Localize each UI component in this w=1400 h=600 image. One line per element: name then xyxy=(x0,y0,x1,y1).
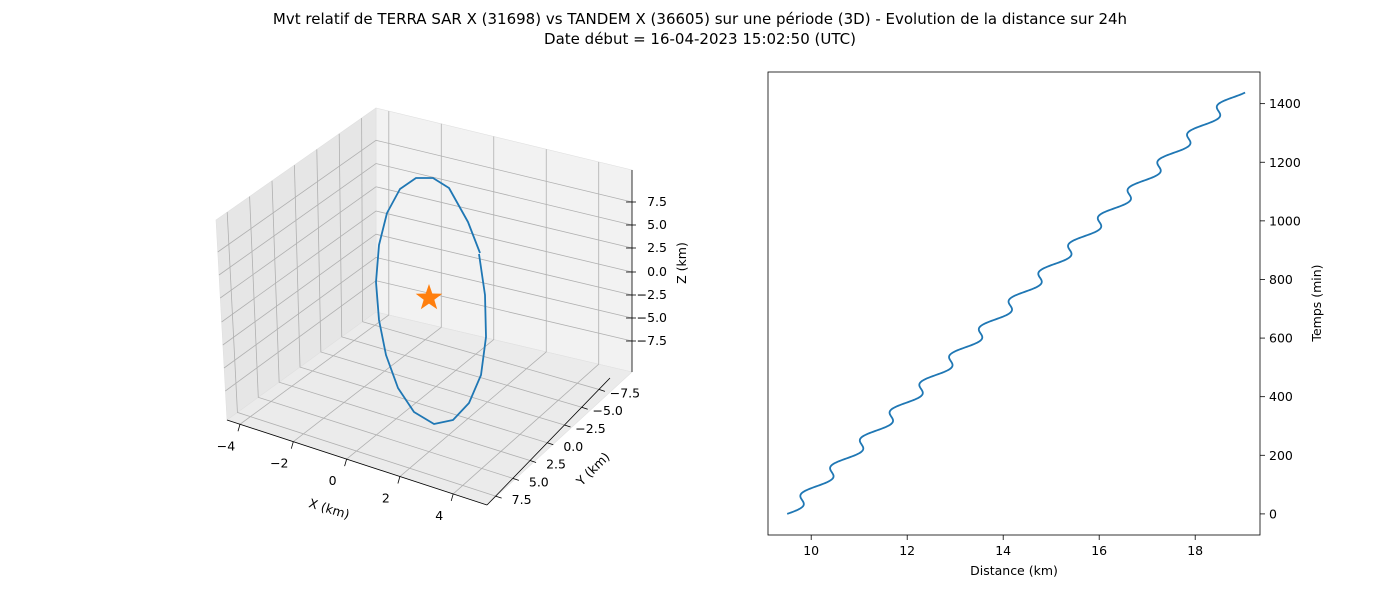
y-gridline xyxy=(294,165,548,444)
x-gridline xyxy=(452,161,600,495)
y-axis-label: Y (km) xyxy=(572,449,612,489)
y-tick-label-2d: 1000 xyxy=(1269,213,1301,228)
x-tick-label-2d: 14 xyxy=(995,543,1011,558)
plot-2d-frame xyxy=(767,71,1261,536)
y-tick-label: 0.0 xyxy=(563,439,583,454)
orbit-line xyxy=(375,177,487,425)
y-tick xyxy=(547,442,554,446)
x-gridline xyxy=(346,136,495,460)
y-tick-label-2d: 200 xyxy=(1269,448,1293,463)
y-tick-label-2d: 800 xyxy=(1269,272,1293,287)
z-gridline xyxy=(217,139,633,253)
z-tick-label: −5.0 xyxy=(637,310,667,325)
ticks-2d: 10 12 14 16 18 0 200 400 600 800 1000 1200 1400 xyxy=(803,96,1301,558)
z-tick-label: −7.5 xyxy=(637,333,667,348)
x-tick-label: 4 xyxy=(435,508,443,523)
x-tick xyxy=(237,424,241,432)
x-tick xyxy=(397,476,401,484)
chart-subtitle: Date début = 16-04-2023 15:02:50 (UTC) xyxy=(544,30,856,48)
z-tick-label: 5.0 xyxy=(647,217,667,232)
y-tick xyxy=(564,424,571,428)
y-tick-label-2d: 400 xyxy=(1269,389,1293,404)
y-tick-label-2d: 600 xyxy=(1269,331,1293,346)
y-tick-label: 2.5 xyxy=(546,457,566,472)
x-axis-label-2d: Distance (km) xyxy=(970,563,1058,578)
x-tick xyxy=(344,458,347,467)
z-gridline xyxy=(223,257,633,369)
x-tick-label: 0 xyxy=(329,473,337,488)
x-tick-label-2d: 18 xyxy=(1187,543,1203,558)
z-tick-label: 0.0 xyxy=(647,264,667,279)
plot-3d: −4 −2 0 2 4 7.5 5.0 2.5 0.0 −2.5 −5.0 −7.5 7.5 5.0 2.5… xyxy=(215,107,689,523)
y-tick-label: −7.5 xyxy=(610,385,640,400)
y-gridline xyxy=(338,133,582,408)
x-tick-label-2d: 12 xyxy=(899,543,915,558)
z-tick-label: 7.5 xyxy=(647,194,667,209)
z-gridline xyxy=(221,210,633,323)
y-tick xyxy=(598,389,606,392)
ticks-3d: −4 −2 0 2 4 7.5 5.0 2.5 0.0 −2.5 −5.0 −7.5 7.5 5.0 2.5… xyxy=(217,194,667,523)
origin-star-marker xyxy=(415,284,443,310)
y-tick xyxy=(529,460,537,463)
y-tick-label-2d: 1400 xyxy=(1269,96,1301,111)
x-tick-label: 2 xyxy=(382,491,390,506)
y-gridline xyxy=(271,180,531,461)
y-tick xyxy=(581,406,588,410)
y-axis-line xyxy=(486,377,611,506)
y-tick-label-2d: 1200 xyxy=(1269,155,1301,170)
y-tick-label: 7.5 xyxy=(512,492,532,507)
z-gridline xyxy=(220,186,633,299)
z-tick-label: −2.5 xyxy=(637,287,667,302)
x-tick xyxy=(450,493,454,502)
y-gridline xyxy=(226,212,496,497)
y-gridline xyxy=(361,118,600,390)
y-gridline xyxy=(249,196,513,479)
y-tick-label: −2.5 xyxy=(575,421,605,436)
y-gridline xyxy=(316,149,565,426)
distance-line xyxy=(786,91,1246,515)
y-tick xyxy=(495,495,502,499)
z-tick-label: 2.5 xyxy=(647,240,667,255)
z-gridline xyxy=(222,233,633,346)
y-tick-label-2d: 0 xyxy=(1269,506,1277,521)
chart-title: Mvt relatif de TERRA SAR X (31698) vs TA… xyxy=(272,10,1128,28)
x-gridline xyxy=(293,123,442,442)
x-tick-label: −2 xyxy=(270,456,288,471)
z-axis-label: Z (km) xyxy=(674,242,689,284)
x-tick xyxy=(290,441,294,449)
y-axis-label-2d: Temps (min) xyxy=(1309,264,1324,342)
plot-2d: 10 12 14 16 18 0 200 400 600 800 1000 1200 1400 Dist… xyxy=(767,71,1324,578)
y-tick-label: 5.0 xyxy=(529,474,549,489)
x-tick-label: −4 xyxy=(217,438,235,453)
y-tick-label: −5.0 xyxy=(593,403,623,418)
x-axis-label: X (km) xyxy=(307,495,351,522)
y-tick xyxy=(512,477,519,481)
x-axis-line xyxy=(226,419,488,506)
x-tick-label-2d: 16 xyxy=(1091,543,1107,558)
x-gridline xyxy=(239,111,390,425)
z-gridline xyxy=(218,163,633,276)
x-tick-label-2d: 10 xyxy=(803,543,819,558)
